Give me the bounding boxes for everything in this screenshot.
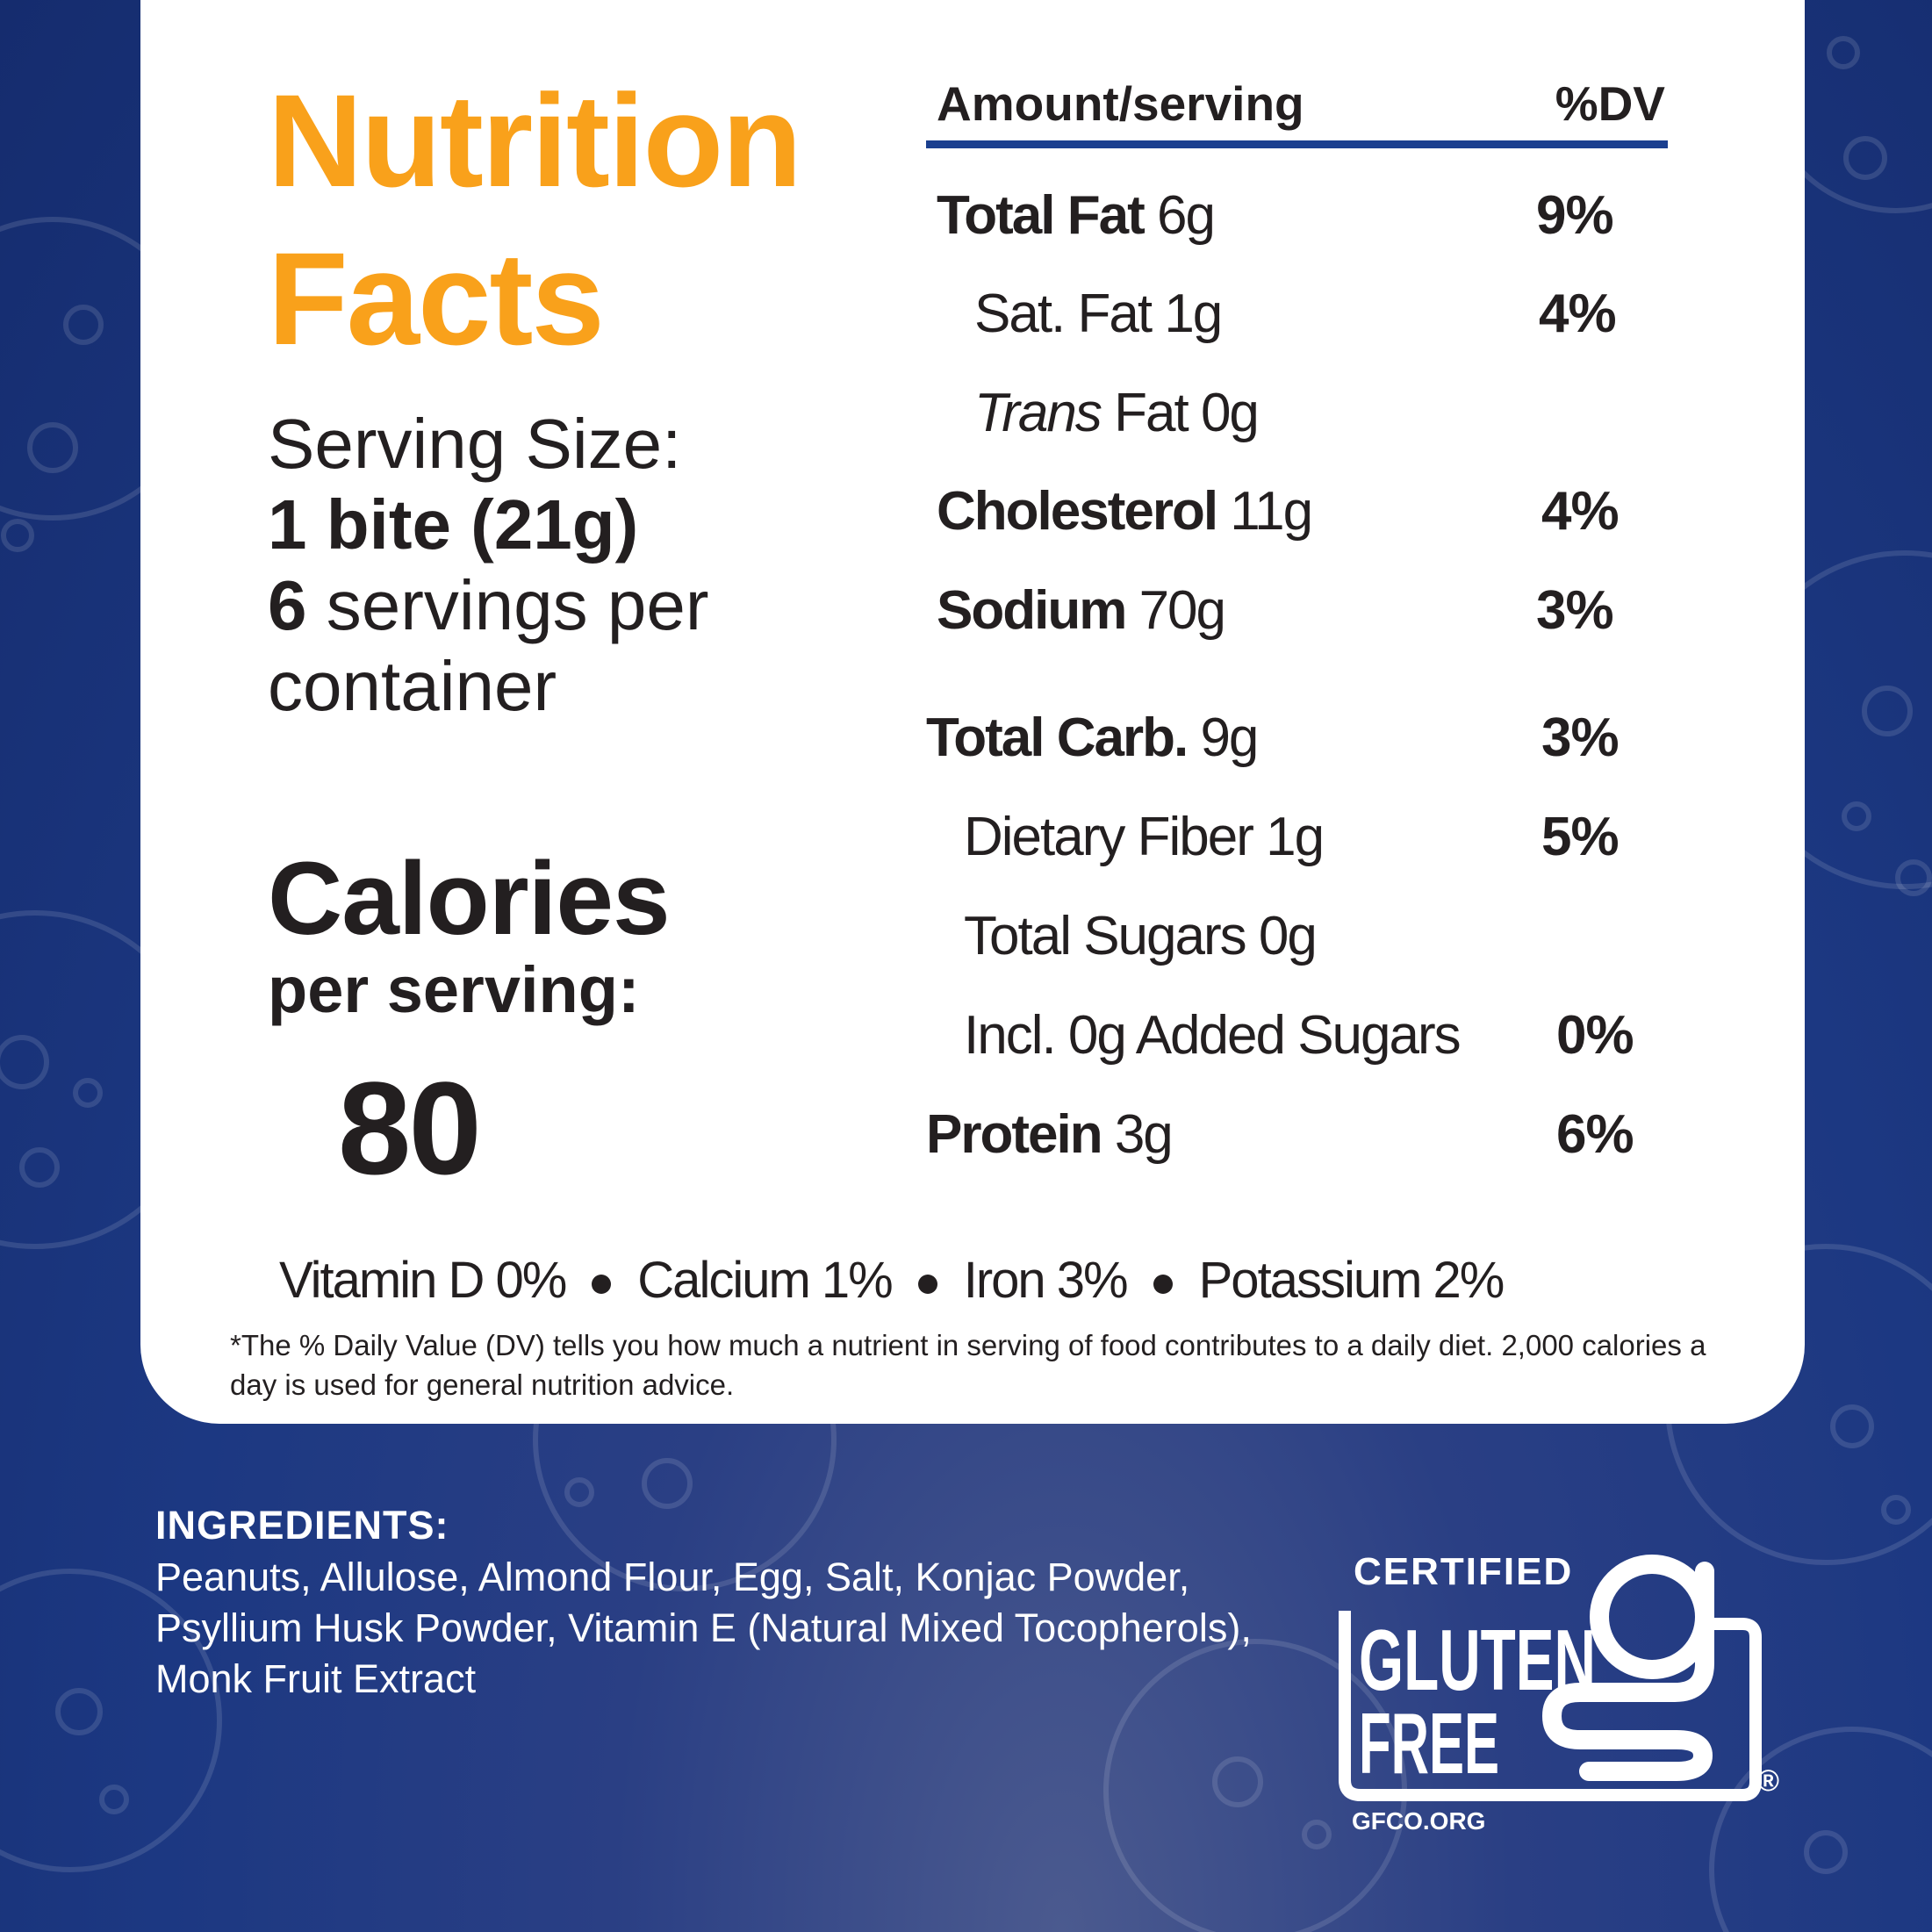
dv-protein: 6% — [1556, 1104, 1634, 1165]
row-cholesterol: Cholesterol 11g — [937, 480, 1313, 542]
nutrition-panel — [140, 0, 1805, 1424]
bullet-dot — [1153, 1274, 1173, 1294]
nutrient-amount: 1g — [1266, 807, 1325, 867]
row-total-sugars: Total Sugars 0g — [964, 905, 1318, 966]
nutrient-amount: 1g — [1164, 284, 1223, 344]
vitamin-d: Vitamin D 0% — [279, 1252, 567, 1309]
nutrient-amount: 6g — [1156, 185, 1216, 246]
row-total-fat: Total Fat 6g — [937, 184, 1216, 246]
header-rule — [926, 140, 1668, 148]
logo-url-text: GFCO.ORG — [1352, 1807, 1485, 1835]
bullet-dot — [917, 1274, 937, 1294]
dv-footnote: *The % Daily Value (DV) tells you how mu… — [230, 1329, 1706, 1401]
header-amount: Amount/serving — [937, 76, 1304, 131]
nutrient-amount: 0g — [1258, 906, 1318, 966]
nutrient-name: Total Sugars — [964, 906, 1247, 966]
calcium: Calcium 1% — [637, 1252, 893, 1309]
row-sodium: Sodium 70g — [937, 579, 1226, 641]
row-protein: Protein 3g — [926, 1103, 1174, 1165]
bullet-dot — [592, 1274, 612, 1294]
title-line-1: Nutrition — [268, 67, 802, 214]
dv-cholesterol: 4% — [1541, 481, 1620, 542]
calories-sublabel: per serving: — [268, 953, 640, 1026]
row-trans-fat: Trans Fat 0g — [974, 382, 1260, 443]
dv-total-fat: 9% — [1536, 185, 1614, 246]
nutrient-name: Total Fat — [937, 185, 1146, 246]
servings-count: 6 — [268, 566, 307, 644]
iron: Iron 3% — [963, 1252, 1129, 1309]
dv-total-carb: 3% — [1541, 707, 1620, 768]
nutrient-name: Dietary Fiber — [964, 807, 1254, 867]
serving-info: Serving Size: 1 bite (21g) 6 servings pe… — [268, 404, 708, 727]
calories-value: 80 — [338, 1054, 482, 1202]
servings-per-container: 6 servings per — [268, 565, 708, 646]
nutrient-name-italic: Trans — [974, 383, 1102, 443]
page-title: Nutrition Facts — [268, 61, 802, 377]
calories-label-block: Calories per serving: — [268, 841, 671, 1026]
serving-size-value: 1 bite (21g) — [268, 485, 639, 564]
servings-suffix-2: container — [268, 647, 557, 725]
potassium: Potassium 2% — [1198, 1252, 1505, 1309]
vitamins-line: Vitamin D 0% Calcium 1% Iron 3% Potassium 2… — [279, 1251, 1505, 1310]
servings-suffix: servings per — [306, 566, 709, 644]
dv-sodium: 3% — [1536, 580, 1614, 641]
nutrient-name: Sat. Fat — [974, 284, 1153, 344]
nutrient-name: Cholesterol — [937, 481, 1218, 542]
logo-free-text: FREE — [1359, 1695, 1499, 1792]
nutrient-name: Fat — [1100, 383, 1189, 443]
table-header: Amount/serving %DV — [937, 75, 1665, 131]
calories-label: Calories — [268, 841, 671, 957]
nutrient-amount: 9g — [1200, 707, 1259, 768]
row-sat-fat: Sat. Fat 1g — [974, 283, 1223, 344]
logo-registered-mark: ® — [1757, 1764, 1779, 1798]
gluten-free-certified-logo: CERTIFIED GLUTEN FREE ® GFCO.ORG — [1339, 1550, 1779, 1835]
row-dietary-fiber: Dietary Fiber 1g — [964, 806, 1325, 867]
nutrient-amount: 70g — [1138, 580, 1226, 641]
nutrient-name: Total Carb. — [926, 707, 1189, 768]
dv-added-sugars: 0% — [1556, 1005, 1634, 1066]
nutrient-amount: 11g — [1230, 481, 1313, 542]
serving-size-label: Serving Size: — [268, 405, 682, 483]
dv-sat-fat: 4% — [1539, 284, 1617, 344]
header-dv: %DV — [1555, 76, 1665, 131]
nutrient-name: Incl. 0g Added Sugars — [964, 1005, 1462, 1066]
row-added-sugars: Incl. 0g Added Sugars — [964, 1004, 1462, 1066]
logo-certified-text: CERTIFIED — [1354, 1550, 1573, 1593]
nutrient-amount: 0g — [1200, 383, 1260, 443]
ingredients-text: Peanuts, Allulose, Almond Flour, Egg, Sa… — [155, 1555, 1252, 1701]
dv-dietary-fiber: 5% — [1541, 807, 1620, 867]
nutrient-amount: 3g — [1114, 1104, 1174, 1165]
nutrient-name: Protein — [926, 1104, 1103, 1165]
row-total-carb: Total Carb. 9g — [926, 707, 1259, 768]
nutrient-name: Sodium — [937, 580, 1127, 641]
ingredients-title: INGREDIENTS: — [155, 1503, 449, 1548]
title-line-2: Facts — [268, 225, 605, 372]
